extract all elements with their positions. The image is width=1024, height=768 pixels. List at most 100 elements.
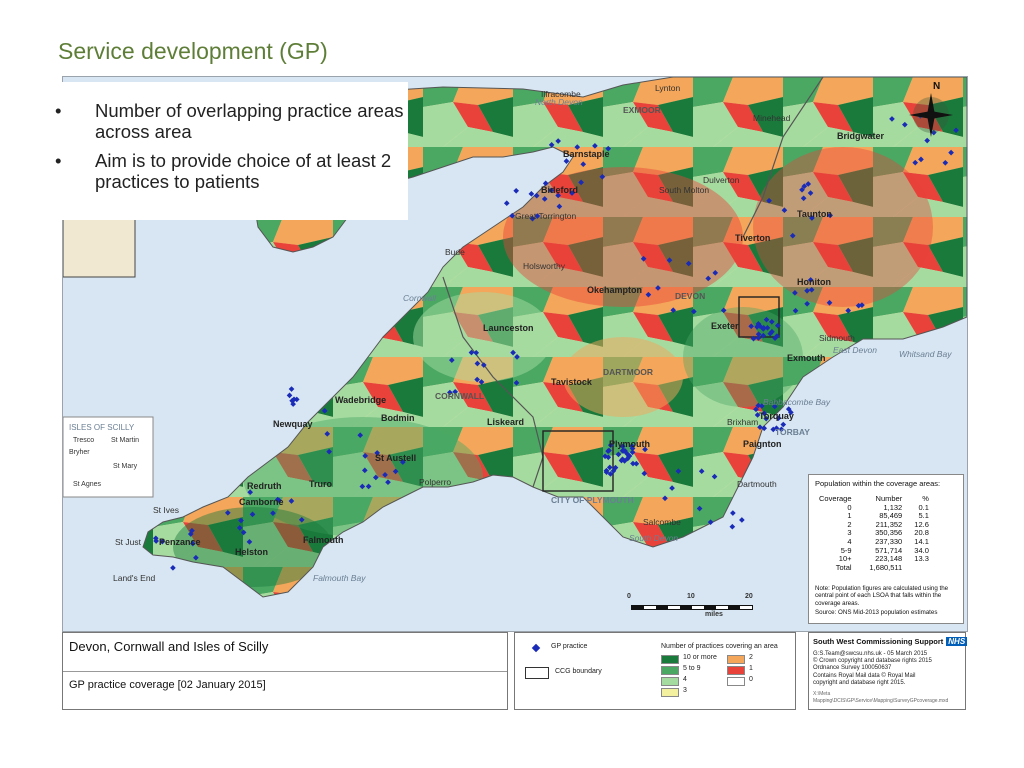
gp-practice-marker <box>503 200 510 207</box>
gp-practice-marker <box>826 299 833 306</box>
gp-practice-marker <box>696 505 703 512</box>
gp-practice-marker <box>399 459 406 465</box>
coverage-swatches: 10 or more 5 to 9 4 3 2 1 0 <box>661 654 791 707</box>
region-label-plymouth: CITY OF PLYMOUTH <box>551 495 634 505</box>
gp-practice-marker <box>707 519 714 525</box>
gp-practice-marker <box>514 354 520 360</box>
gp-practice-marker <box>291 396 297 403</box>
gp-practice-dots <box>152 112 959 571</box>
gp-practice-marker <box>918 156 924 163</box>
gp-practice-marker <box>641 470 648 477</box>
gp-practice-marker <box>804 300 810 307</box>
bullet-box: • Number of overlapping practice areas a… <box>0 82 408 220</box>
gp-practice-marker <box>236 524 243 531</box>
population-note-text: Note: Population figures are calculated … <box>815 585 949 607</box>
plymouth-box <box>542 430 614 492</box>
gp-practice-marker <box>513 380 520 386</box>
gp-practice-marker <box>473 349 480 356</box>
coverage-swatch-label: 0 <box>749 676 753 683</box>
coverage-swatch <box>727 677 745 686</box>
scilly-inset-title: ISLES OF SCILLY <box>69 423 135 432</box>
table-row: 5-9 571,714 34.0 <box>840 545 929 555</box>
coverage-swatch <box>727 666 745 675</box>
gp-practice-marker <box>290 401 296 407</box>
gp-practice-marker <box>755 331 762 338</box>
gp-practice-marker <box>159 538 166 545</box>
gp-practice-marker <box>240 529 247 536</box>
gp-practice-marker <box>758 403 765 409</box>
gp-practice-marker <box>288 498 295 504</box>
commissioner-label: South West Commissioning Support NHS <box>813 637 968 646</box>
gp-practice-marker <box>618 457 625 464</box>
table-row: 3 350,356 20.8 <box>847 528 929 538</box>
map-label-torquay: Torquay <box>759 411 794 421</box>
gp-practice-marker <box>750 335 757 342</box>
gp-practice-marker <box>606 447 612 454</box>
gp-practice-marker <box>555 192 561 199</box>
bullet-text: Number of overlapping practice areas acr… <box>95 100 404 142</box>
gp-practice-marker <box>792 307 799 314</box>
gp-practice-marker <box>626 453 633 459</box>
gp-practice-marker <box>286 392 293 399</box>
table-header-row: Coverage Number % <box>815 494 933 504</box>
gp-practice-marker <box>764 325 771 331</box>
gp-practice-marker <box>510 349 516 356</box>
gp-practice-marker <box>789 232 796 239</box>
gp-practice-marker <box>755 335 762 341</box>
gp-practice-marker <box>448 357 455 363</box>
compass-rose-icon <box>909 93 953 137</box>
gp-practice-marker <box>640 255 647 262</box>
gp-practice-marker <box>270 510 276 516</box>
map-label-ilfracombe: Ilfracombe <box>541 89 581 99</box>
gp-practice-marker <box>365 483 372 490</box>
region-label-devon: DEVON <box>675 291 706 301</box>
gp-practice-marker <box>761 425 768 432</box>
gp-practice-marker <box>592 143 598 149</box>
gp-practice-marker <box>374 450 381 456</box>
nhs-logo: NHS <box>946 637 968 646</box>
scilly-place-st-mary: St Mary <box>113 463 138 470</box>
gp-practice-marker <box>247 489 254 496</box>
gp-practice-marker <box>357 432 364 439</box>
population-source: Source: ONS Mid-2013 population estimate… <box>815 609 938 617</box>
gp-practice-marker <box>563 158 570 164</box>
gp-practice-marker <box>807 190 814 196</box>
gp-practice-marker <box>670 307 677 314</box>
credits-text: G:S.Team@swcsu.nhs.uk - 05 March 2015 © … <box>813 651 949 705</box>
gp-practice-marker <box>730 510 736 516</box>
coverage-swatch <box>661 677 679 686</box>
gp-practice-marker <box>187 531 194 537</box>
map-label-north-devon: North Devon <box>535 97 583 107</box>
scale-tick-20: 20 <box>745 593 753 600</box>
coverage-swatch-label: 3 <box>683 687 687 694</box>
gp-practice-marker <box>705 275 712 282</box>
gp-practice-marker <box>845 307 852 314</box>
gp-practice-marker <box>711 473 718 480</box>
map-label-minehead: Minehead <box>753 113 791 123</box>
gp-practice-marker <box>912 159 919 166</box>
gp-practice-marker <box>288 386 295 392</box>
map-label-bridgwater: Bridgwater <box>837 131 885 141</box>
coverage-swatch-label: 4 <box>683 676 687 683</box>
map-label-plymouth: Plymouth <box>609 439 651 449</box>
gp-practice-marker <box>924 137 931 144</box>
gp-practice-marker <box>720 307 727 314</box>
population-table-title: Population within the coverage areas: <box>815 479 941 488</box>
map-label-truro: Truro <box>309 479 333 489</box>
map-label-honiton: Honiton <box>797 277 831 287</box>
gp-practice-marker <box>792 290 798 296</box>
table-header-cell: % <box>922 494 929 503</box>
gp-practice-marker <box>748 323 755 330</box>
map-label-exeter: Exeter <box>711 321 739 331</box>
gp-practice-marker <box>804 287 810 294</box>
gp-practice-marker <box>739 517 745 523</box>
gp-practice-marker <box>775 415 782 421</box>
map-label-exmouth: Exmouth <box>787 353 826 363</box>
gp-practice-marker <box>452 388 459 395</box>
map-label-holsworthy: Holsworthy <box>523 261 566 271</box>
gp-practice-marker <box>480 362 487 368</box>
coverage-swatch <box>661 655 679 664</box>
map-label-st-austell: St Austell <box>375 453 417 463</box>
coverage-swatch-label: 1 <box>749 665 753 672</box>
gp-practice-marker <box>276 497 282 504</box>
